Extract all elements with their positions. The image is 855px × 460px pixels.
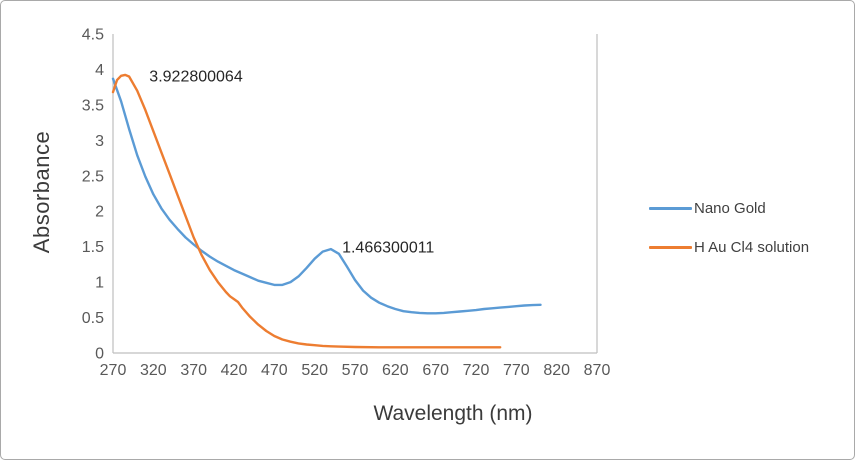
- y-axis-title: Absorbance: [29, 130, 54, 254]
- y-tick-label: 0: [95, 346, 104, 363]
- x-tick-label: 470: [261, 362, 288, 379]
- x-tick-label: 520: [301, 362, 328, 379]
- legend-line-sample: [649, 245, 692, 249]
- x-axis-title: Wavelength (nm): [373, 402, 533, 425]
- y-tick-label: 4.5: [82, 27, 104, 44]
- legend-item: H Au Cl4 solution: [649, 238, 809, 256]
- x-tick-label: 870: [584, 362, 611, 379]
- y-tick-label: 0.5: [82, 310, 104, 327]
- series-line-0: [111, 77, 542, 315]
- y-tick-label: 2.5: [82, 168, 104, 185]
- x-tick-label: 720: [463, 362, 490, 379]
- data-label: 3.922800064: [149, 69, 243, 86]
- legend-line-sample: [649, 206, 692, 210]
- y-tick-label: 1: [95, 275, 104, 292]
- legend: Nano Gold H Au Cl4 solution: [649, 199, 809, 277]
- y-tick-label: 3.5: [82, 97, 104, 114]
- x-tick-label: 620: [382, 362, 409, 379]
- y-tick-label: 3: [95, 133, 104, 150]
- legend-label: H Au Cl4 solution: [694, 238, 810, 256]
- x-tick-label: 670: [422, 362, 449, 379]
- x-tick-label: 820: [543, 362, 570, 379]
- x-tick-label: 770: [503, 362, 530, 379]
- x-tick-label: 570: [342, 362, 369, 379]
- y-tick-label: 4: [95, 62, 104, 79]
- x-tick-label: 370: [180, 362, 207, 379]
- series-line-1: [111, 73, 502, 349]
- data-label: 1.466300011: [342, 239, 434, 256]
- legend-label: Nano Gold: [694, 199, 766, 217]
- legend-item: Nano Gold: [649, 199, 809, 217]
- x-tick-label: 420: [221, 362, 248, 379]
- y-tick-label: 1.5: [82, 239, 104, 256]
- x-tick-label: 270: [100, 362, 127, 379]
- x-tick-label: 320: [140, 362, 167, 379]
- y-tick-label: 2: [95, 204, 104, 221]
